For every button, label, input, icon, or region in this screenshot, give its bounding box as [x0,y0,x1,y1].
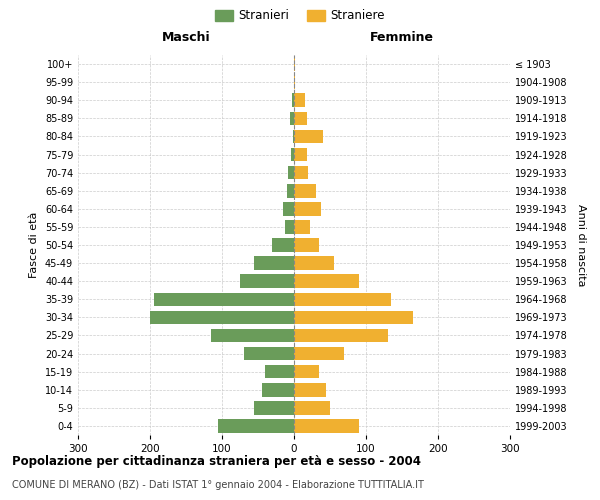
Bar [211,328,294,342]
Bar [294,401,330,414]
Bar [294,58,295,71]
Text: Femmine: Femmine [370,31,434,44]
Bar [294,256,334,270]
Bar [291,148,294,162]
Bar [294,130,323,143]
Bar [265,365,294,378]
Bar [240,274,294,288]
Bar [294,347,344,360]
Y-axis label: Fasce di età: Fasce di età [29,212,39,278]
Legend: Stranieri, Straniere: Stranieri, Straniere [211,6,389,26]
Bar [244,347,294,360]
Bar [294,328,388,342]
Bar [294,292,391,306]
Bar [294,383,326,396]
Bar [283,202,294,215]
Bar [294,112,307,125]
Bar [292,94,294,107]
Text: Maschi: Maschi [161,31,211,44]
Bar [272,238,294,252]
Bar [290,112,294,125]
Bar [294,419,359,432]
Bar [154,292,294,306]
Text: COMUNE DI MERANO (BZ) - Dati ISTAT 1° gennaio 2004 - Elaborazione TUTTITALIA.IT: COMUNE DI MERANO (BZ) - Dati ISTAT 1° ge… [12,480,424,490]
Bar [287,184,294,198]
Bar [254,256,294,270]
Bar [294,94,305,107]
Bar [294,365,319,378]
Bar [286,220,294,234]
Bar [262,383,294,396]
Bar [150,310,294,324]
Text: Popolazione per cittadinanza straniera per età e sesso - 2004: Popolazione per cittadinanza straniera p… [12,455,421,468]
Bar [294,220,310,234]
Bar [294,166,308,179]
Bar [294,238,319,252]
Bar [294,274,359,288]
Bar [294,184,316,198]
Bar [294,76,295,89]
Bar [293,130,294,143]
Bar [218,419,294,432]
Bar [288,166,294,179]
Bar [294,148,307,162]
Y-axis label: Anni di nascita: Anni di nascita [576,204,586,286]
Bar [294,310,413,324]
Bar [294,202,322,215]
Bar [254,401,294,414]
